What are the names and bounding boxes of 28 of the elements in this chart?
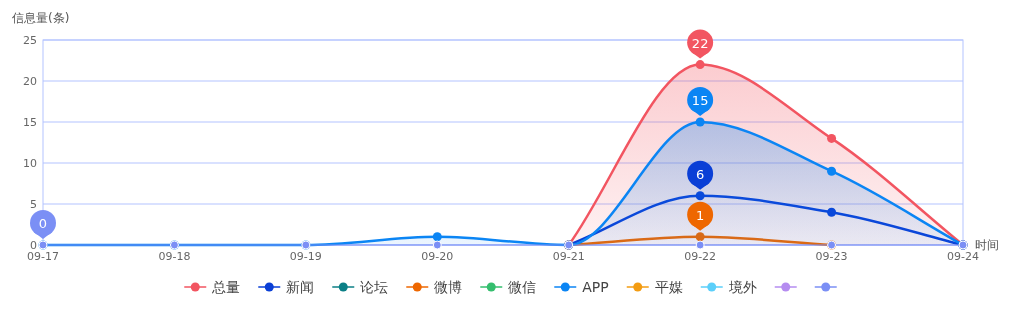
x-tick-label: 09-24 — [947, 250, 979, 263]
legend-label: 微信 — [508, 279, 537, 295]
data-label: 22 — [691, 35, 709, 51]
x-tick-label: 09-23 — [815, 250, 848, 263]
legend-label: 总量 — [211, 279, 241, 295]
y-tick-label: 15 — [23, 116, 37, 129]
legend-label: APP — [582, 279, 609, 295]
data-label: 1 — [696, 207, 705, 223]
legend-label: 平媒 — [654, 279, 683, 295]
y-axis-title: 信息量(条) — [12, 11, 70, 25]
legend-label: 境外 — [727, 279, 757, 295]
x-tick-label: 09-22 — [684, 250, 717, 263]
y-tick-label: 0 — [30, 239, 37, 252]
y-tick-label: 10 — [23, 157, 37, 170]
x-tick-label: 09-21 — [552, 250, 585, 263]
y-tick-label: 20 — [23, 75, 37, 88]
legend-label: 微博 — [434, 279, 463, 295]
legend-label: 新闻 — [286, 279, 315, 295]
x-tick-label: 09-18 — [158, 250, 191, 263]
legend-label: 论坛 — [360, 279, 389, 295]
x-tick-label: 09-17 — [27, 250, 59, 263]
x-axis-title: 时间 — [975, 238, 999, 252]
y-tick-label: 5 — [30, 198, 37, 211]
x-tick-label: 09-19 — [289, 250, 322, 263]
data-label: 6 — [696, 166, 705, 182]
x-tick-label: 09-20 — [421, 250, 454, 263]
y-tick-label: 25 — [23, 34, 37, 47]
data-label: 15 — [691, 93, 709, 108]
